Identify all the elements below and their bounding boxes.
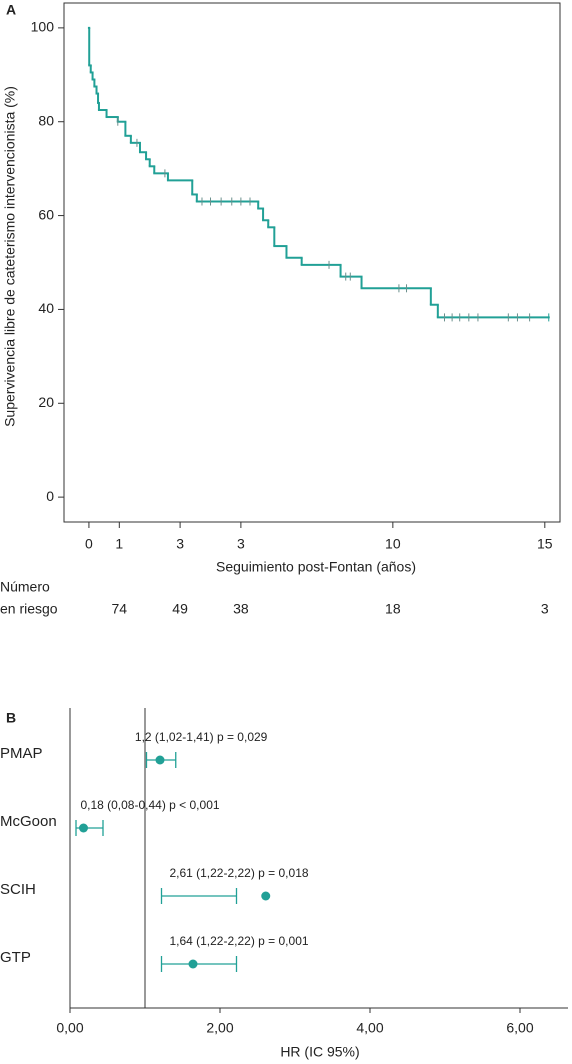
- x-tick-label: 4,00: [356, 1020, 383, 1036]
- at-risk-title: en riesgo: [0, 601, 58, 617]
- row-label: SCIH: [0, 881, 36, 898]
- row-label: McGoon: [0, 813, 57, 830]
- x-tick-label: 15: [537, 536, 553, 552]
- y-tick-label: 20: [38, 394, 54, 410]
- x-tick-label: 0: [85, 536, 93, 552]
- at-risk-count: 38: [233, 601, 249, 617]
- estimate-point: [261, 891, 271, 901]
- x-tick-label: 2,00: [206, 1020, 233, 1036]
- y-tick-label: 80: [38, 112, 54, 128]
- row-label: PMAP: [0, 745, 43, 762]
- value-label: 1,2 (1,02-1,41) p = 0,029: [135, 730, 268, 744]
- x-tick-label: 3: [176, 536, 184, 552]
- x-tick-label: 10: [385, 536, 401, 552]
- at-risk-count: 18: [385, 601, 401, 617]
- at-risk-title: Número: [0, 579, 50, 595]
- y-tick-label: 0: [46, 488, 54, 504]
- x-axis-label: HR (IC 95%): [280, 1044, 359, 1060]
- value-label: 0,18 (0,08-0,44) p < 0,001: [80, 798, 219, 812]
- x-tick-label: 3: [237, 536, 245, 552]
- x-tick-label: 6,00: [506, 1020, 533, 1036]
- value-label: 1,64 (1,22-2,22) p = 0,001: [169, 934, 308, 948]
- x-tick-label: 0,00: [56, 1020, 83, 1036]
- panel-label: A: [6, 2, 16, 18]
- y-tick-label: 60: [38, 206, 54, 222]
- at-risk-count: 74: [112, 601, 128, 617]
- plot-frame: [63, 2, 561, 523]
- estimate-point: [79, 823, 88, 833]
- at-risk-count: 3: [541, 601, 549, 617]
- y-tick-label: 100: [31, 19, 55, 35]
- at-risk-count: 49: [172, 601, 188, 617]
- y-tick-label: 40: [38, 300, 54, 316]
- estimate-point: [155, 755, 165, 765]
- panel-label: B: [6, 710, 16, 726]
- y-axis-label: Supervivencia libre de cateterismo inter…: [2, 86, 18, 427]
- x-tick-label: 1: [115, 536, 123, 552]
- row-label: GTP: [0, 949, 31, 966]
- estimate-point: [188, 959, 198, 969]
- x-axis-label: Seguimiento post-Fontan (años): [216, 559, 416, 575]
- value-label: 2,61 (1,22-2,22) p = 0,018: [169, 866, 308, 880]
